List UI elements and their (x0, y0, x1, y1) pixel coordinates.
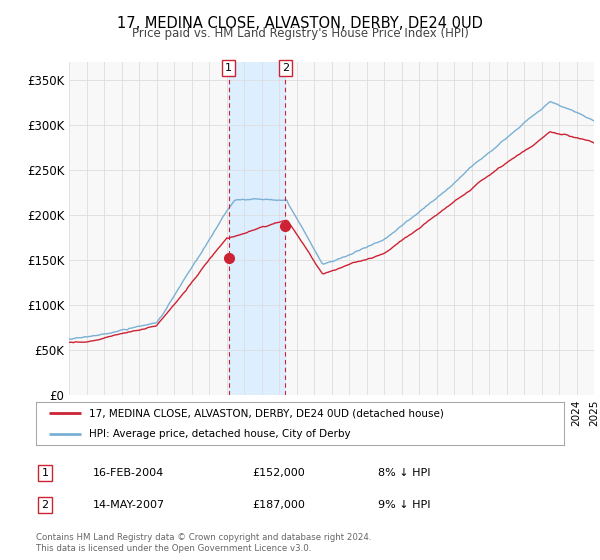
Text: Price paid vs. HM Land Registry's House Price Index (HPI): Price paid vs. HM Land Registry's House … (131, 27, 469, 40)
Text: 17, MEDINA CLOSE, ALVASTON, DERBY, DE24 0UD (detached house): 17, MEDINA CLOSE, ALVASTON, DERBY, DE24 … (89, 408, 443, 418)
Text: £152,000: £152,000 (252, 468, 305, 478)
Text: 1: 1 (225, 63, 232, 73)
Text: 14-MAY-2007: 14-MAY-2007 (93, 500, 165, 510)
Text: 16-FEB-2004: 16-FEB-2004 (93, 468, 164, 478)
Text: 9% ↓ HPI: 9% ↓ HPI (378, 500, 431, 510)
Text: 2: 2 (282, 63, 289, 73)
Text: HPI: Average price, detached house, City of Derby: HPI: Average price, detached house, City… (89, 429, 350, 439)
Text: £187,000: £187,000 (252, 500, 305, 510)
Text: 2: 2 (41, 500, 49, 510)
Text: 17, MEDINA CLOSE, ALVASTON, DERBY, DE24 0UD: 17, MEDINA CLOSE, ALVASTON, DERBY, DE24 … (117, 16, 483, 31)
Bar (229, 62, 286, 395)
Text: 8% ↓ HPI: 8% ↓ HPI (378, 468, 431, 478)
Text: 1: 1 (41, 468, 49, 478)
Text: Contains HM Land Registry data © Crown copyright and database right 2024.
This d: Contains HM Land Registry data © Crown c… (36, 533, 371, 553)
